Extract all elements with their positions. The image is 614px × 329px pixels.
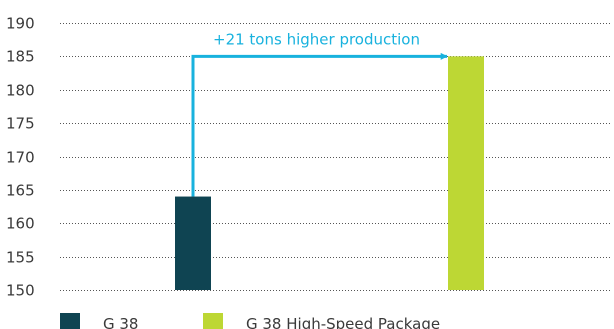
bars xyxy=(175,56,484,290)
legend-label-g38-high-speed-package: G 38 High-Speed Package xyxy=(246,315,440,329)
legend-label-g38: G 38 xyxy=(103,315,138,329)
y-tick-label: 150 xyxy=(6,282,35,300)
annotation: +21 tons higher production xyxy=(191,30,448,197)
legend: G 38 G 38 High-Speed Package xyxy=(60,313,440,329)
y-tick-label: 180 xyxy=(6,82,35,100)
annotation-label: +21 tons higher production xyxy=(213,30,420,48)
y-tick-label: 160 xyxy=(6,215,35,233)
y-axis-ticks: 150 155 160 165 170 175 180 185 190 xyxy=(6,15,35,300)
legend-swatch-g38-high-speed-package xyxy=(203,313,223,329)
y-tick-label: 175 xyxy=(6,115,35,133)
y-tick-label: 170 xyxy=(6,149,35,167)
y-tick-label: 185 xyxy=(6,48,35,66)
bar-g38-high-speed-package xyxy=(448,56,484,290)
legend-swatch-g38 xyxy=(60,313,80,329)
bar-g38 xyxy=(175,196,211,290)
y-tick-label: 155 xyxy=(6,249,35,267)
y-tick-label: 190 xyxy=(6,15,35,33)
y-tick-label: 165 xyxy=(6,182,35,200)
annotation-arrow xyxy=(191,52,448,197)
gridlines xyxy=(60,23,612,291)
